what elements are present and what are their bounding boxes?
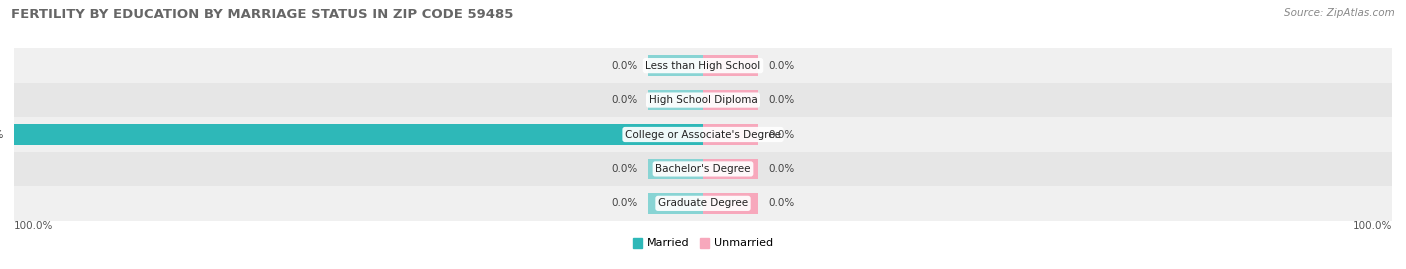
Text: 0.0%: 0.0%	[769, 95, 794, 105]
Text: 100.0%: 100.0%	[1353, 221, 1392, 231]
Text: 0.0%: 0.0%	[769, 61, 794, 71]
Text: Less than High School: Less than High School	[645, 61, 761, 71]
Bar	[648, 90, 703, 110]
Bar	[703, 55, 758, 76]
Text: High School Diploma: High School Diploma	[648, 95, 758, 105]
Legend: Married, Unmarried: Married, Unmarried	[628, 233, 778, 253]
Bar	[14, 83, 1392, 117]
Text: 0.0%: 0.0%	[769, 129, 794, 140]
Text: 0.0%: 0.0%	[769, 198, 794, 208]
Bar	[648, 159, 703, 179]
Bar	[703, 159, 758, 179]
Bar	[703, 90, 758, 110]
Text: FERTILITY BY EDUCATION BY MARRIAGE STATUS IN ZIP CODE 59485: FERTILITY BY EDUCATION BY MARRIAGE STATU…	[11, 8, 513, 21]
Bar	[14, 48, 1392, 83]
Text: 0.0%: 0.0%	[612, 95, 637, 105]
Text: 0.0%: 0.0%	[612, 198, 637, 208]
Text: Source: ZipAtlas.com: Source: ZipAtlas.com	[1284, 8, 1395, 18]
Bar	[648, 193, 703, 214]
Text: 100.0%: 100.0%	[14, 221, 53, 231]
Bar	[648, 55, 703, 76]
Text: Bachelor's Degree: Bachelor's Degree	[655, 164, 751, 174]
Text: 100.0%: 100.0%	[0, 129, 4, 140]
Bar	[14, 186, 1392, 221]
Bar	[703, 124, 758, 145]
Text: 0.0%: 0.0%	[612, 164, 637, 174]
Text: 0.0%: 0.0%	[769, 164, 794, 174]
Text: Graduate Degree: Graduate Degree	[658, 198, 748, 208]
Bar	[14, 124, 703, 145]
Text: College or Associate's Degree: College or Associate's Degree	[626, 129, 780, 140]
Bar	[703, 193, 758, 214]
Text: 0.0%: 0.0%	[612, 61, 637, 71]
Bar	[14, 152, 1392, 186]
Bar	[14, 117, 1392, 152]
